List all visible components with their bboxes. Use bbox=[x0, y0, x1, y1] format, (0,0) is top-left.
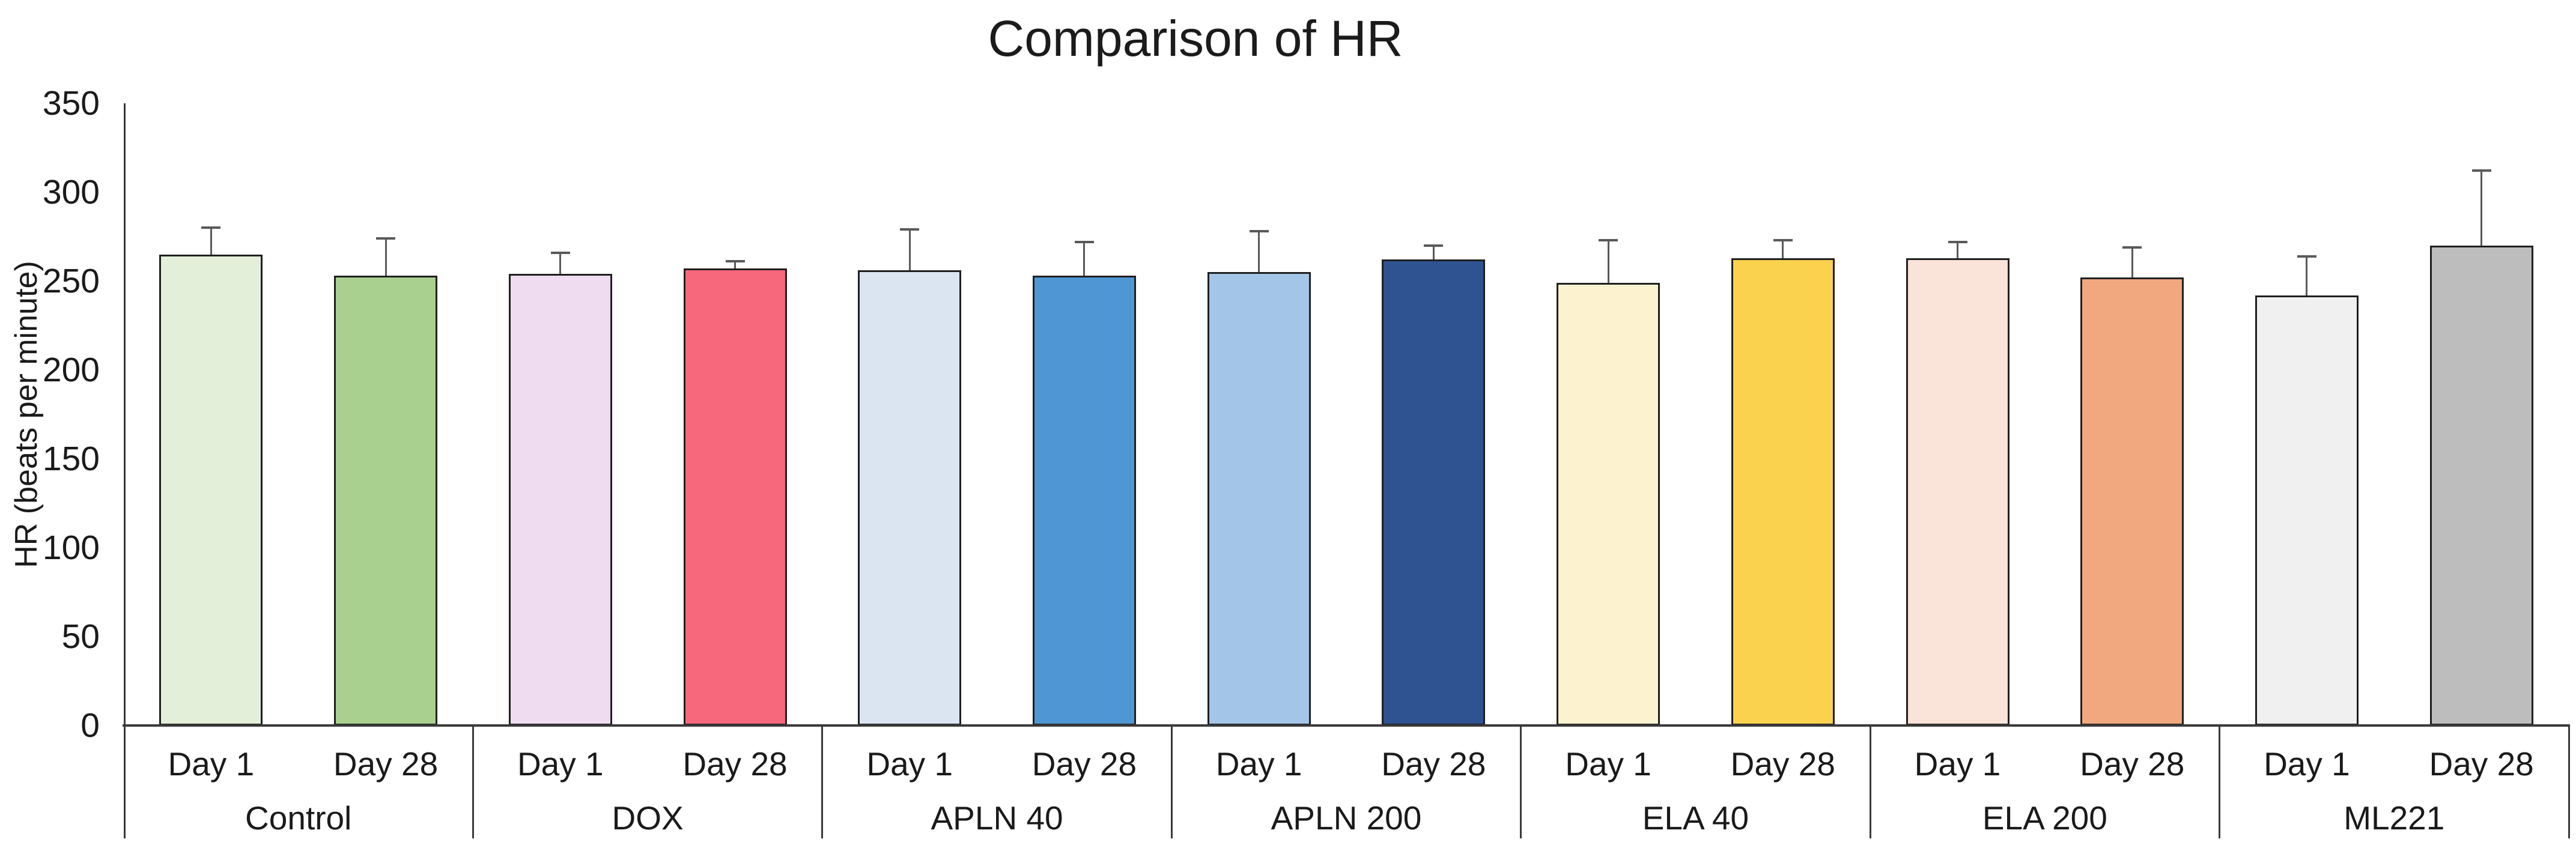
y-axis-tick-label: 250 bbox=[42, 262, 100, 300]
bar-control-day-1 bbox=[159, 254, 263, 725]
bar-apln-200-day-1 bbox=[1207, 272, 1311, 725]
x-axis-day-label: Day 28 bbox=[2429, 745, 2534, 783]
error-bar-cap bbox=[2122, 246, 2142, 249]
category-separator bbox=[472, 727, 474, 838]
bar-ela-200-day-28 bbox=[2080, 277, 2184, 725]
x-axis-day-label: Day 28 bbox=[333, 745, 439, 783]
error-bar-cap bbox=[1424, 244, 1444, 247]
x-axis-group-label: DOX bbox=[612, 799, 684, 837]
error-bar-line bbox=[210, 228, 212, 255]
bar-ml221-day-28 bbox=[2429, 245, 2533, 725]
y-axis-tick-label: 200 bbox=[42, 351, 100, 389]
x-axis-day-label: Day 1 bbox=[168, 745, 255, 783]
x-axis-day-label: Day 28 bbox=[1381, 745, 1486, 783]
category-separator bbox=[1520, 727, 1522, 838]
error-bar-line bbox=[2480, 171, 2483, 246]
bar-ela-40-day-1 bbox=[1557, 282, 1660, 725]
x-axis-group-label: ELA 200 bbox=[1982, 799, 2107, 837]
y-axis-line bbox=[124, 103, 126, 838]
bar-dox-day-1 bbox=[508, 274, 612, 725]
error-bar-cap bbox=[1249, 230, 1269, 233]
bar-ela-200-day-1 bbox=[1906, 258, 2009, 725]
y-axis-tick-label: 0 bbox=[80, 706, 100, 745]
y-axis-tick-label: 300 bbox=[42, 173, 100, 211]
x-axis-day-label: Day 28 bbox=[2080, 745, 2185, 783]
error-bar-line bbox=[559, 252, 562, 274]
y-axis-title: HR (beats per minute) bbox=[9, 261, 44, 568]
x-axis-group-label: ELA 40 bbox=[1642, 799, 1749, 837]
error-bar-cap bbox=[550, 251, 570, 254]
bar-apln-200-day-28 bbox=[1382, 259, 1486, 725]
x-axis-group-label: Control bbox=[245, 799, 352, 837]
y-axis-tick-label: 100 bbox=[42, 528, 100, 567]
error-bar-line bbox=[1782, 240, 1784, 258]
error-bar-cap bbox=[201, 226, 221, 229]
x-axis-day-label: Day 1 bbox=[2264, 745, 2350, 783]
error-bar-line bbox=[2306, 256, 2308, 295]
error-bar-cap bbox=[376, 237, 396, 240]
x-axis-day-label: Day 1 bbox=[517, 745, 604, 783]
error-bar-cap bbox=[1773, 238, 1793, 241]
error-bar-cap bbox=[2471, 169, 2491, 172]
x-axis-group-label: ML221 bbox=[2344, 799, 2445, 837]
x-axis-line bbox=[123, 724, 2570, 727]
bar-apln-40-day-1 bbox=[858, 270, 962, 725]
bar-control-day-28 bbox=[334, 276, 438, 725]
y-axis-tick-label: 50 bbox=[61, 617, 100, 656]
error-bar-line bbox=[1957, 241, 1958, 258]
category-separator bbox=[821, 727, 824, 838]
error-bar-cap bbox=[1074, 240, 1094, 243]
x-axis-group-label: APLN 200 bbox=[1271, 799, 1422, 837]
bar-dox-day-28 bbox=[683, 268, 787, 725]
x-axis-day-label: Day 1 bbox=[1565, 745, 1651, 783]
category-separator bbox=[2219, 727, 2221, 838]
error-bar-line bbox=[2131, 247, 2133, 278]
x-axis-group-label: APLN 40 bbox=[931, 799, 1063, 837]
error-bar-line bbox=[734, 261, 736, 269]
error-bar-line bbox=[384, 238, 387, 276]
error-bar-line bbox=[1083, 241, 1086, 276]
error-bar-cap bbox=[2297, 255, 2316, 258]
x-axis-day-label: Day 28 bbox=[682, 745, 788, 783]
error-bar-line bbox=[1258, 231, 1260, 273]
x-axis-day-label: Day 1 bbox=[866, 745, 953, 783]
error-bar-cap bbox=[725, 260, 745, 263]
bar-ml221-day-1 bbox=[2255, 295, 2359, 725]
error-bar-cap bbox=[1948, 240, 1967, 243]
category-separator bbox=[2568, 727, 2570, 838]
x-axis-day-label: Day 28 bbox=[1730, 745, 1835, 783]
error-bar-line bbox=[1607, 240, 1609, 283]
bar-apln-40-day-28 bbox=[1032, 276, 1136, 725]
y-axis-tick-label: 350 bbox=[42, 84, 100, 123]
category-separator bbox=[1869, 727, 1871, 838]
x-axis-day-label: Day 1 bbox=[1215, 745, 1302, 783]
error-bar-cap bbox=[1599, 238, 1618, 241]
category-separator bbox=[1170, 727, 1173, 838]
y-axis-tick-label: 150 bbox=[42, 440, 100, 478]
chart-title: Comparison of HR bbox=[988, 10, 1403, 67]
error-bar-line bbox=[1432, 245, 1435, 260]
error-bar-line bbox=[908, 229, 911, 271]
x-axis-day-label: Day 1 bbox=[1914, 745, 2001, 783]
bar-ela-40-day-28 bbox=[1731, 258, 1835, 725]
x-axis-day-label: Day 28 bbox=[1031, 745, 1137, 783]
error-bar-cap bbox=[900, 228, 920, 231]
